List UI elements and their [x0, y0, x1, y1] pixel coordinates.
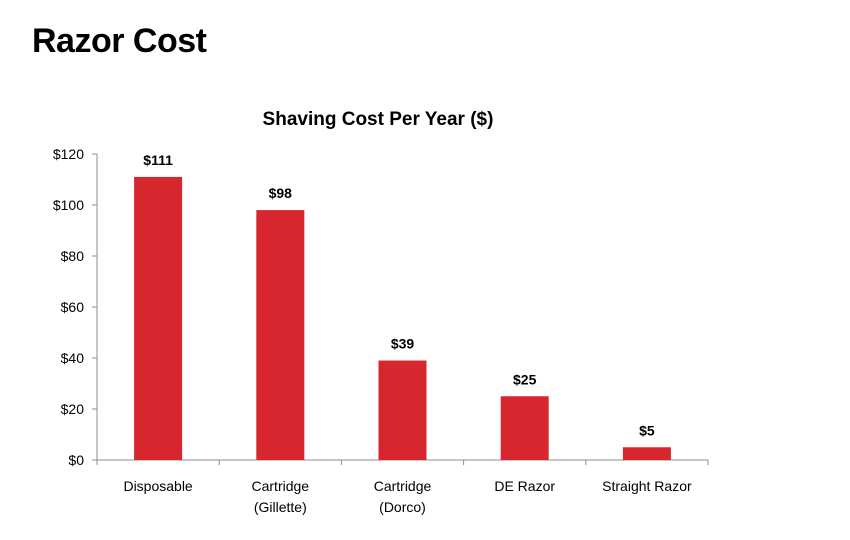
y-tick-label: $60 [61, 299, 85, 315]
bar [622, 447, 671, 460]
data-label: $98 [269, 185, 293, 201]
x-tick-label: Disposable [123, 478, 192, 494]
x-tick-label: (Dorco) [379, 499, 426, 515]
data-label: $25 [513, 371, 537, 387]
x-tick-label: DE Razor [494, 478, 555, 494]
y-tick-label: $120 [53, 146, 84, 162]
bar [500, 396, 549, 460]
x-tick-label: (Gillette) [254, 499, 307, 515]
bar [256, 210, 305, 460]
y-tick-label: $40 [61, 350, 85, 366]
chart-bars [134, 176, 671, 460]
y-tick-label: $20 [61, 401, 85, 417]
data-label: $111 [143, 152, 173, 168]
chart-title: Shaving Cost Per Year ($) [263, 109, 494, 130]
data-label: $5 [639, 422, 655, 438]
chart-labels: $111 Disposable $98 Cartridge (Gillette) $39 C… [123, 152, 692, 515]
bar [134, 176, 183, 460]
y-tick-label: $100 [53, 197, 84, 213]
y-tick-label: $0 [68, 452, 84, 468]
page-title: Razor Cost [32, 22, 207, 60]
y-tick-label: $80 [61, 248, 85, 264]
x-tick-label: Straight Razor [602, 478, 692, 494]
x-tick-label: Cartridge [252, 478, 310, 494]
x-tick-label: Cartridge [374, 478, 432, 494]
data-label: $39 [391, 336, 415, 352]
bar [378, 360, 427, 460]
